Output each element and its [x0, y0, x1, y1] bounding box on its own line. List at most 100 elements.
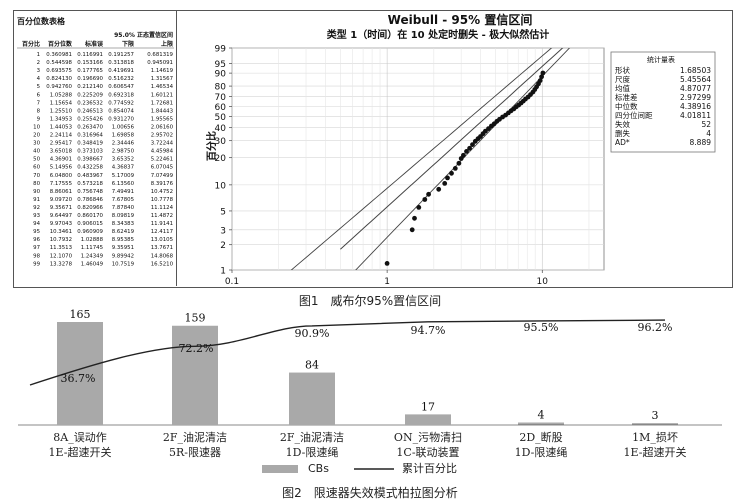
table-cell: 11.3513: [50, 245, 72, 251]
table-cell: 7.17555: [50, 181, 72, 187]
stats-value: 5.45564: [680, 75, 711, 84]
stats-label: 失效: [615, 119, 630, 129]
pareto-bar: [172, 325, 218, 425]
table-col-header: 下限: [122, 40, 134, 48]
legend-cbs-label: CBs: [308, 462, 329, 475]
table-row: 96 10.7932 1.02888 8.95385 13.0105: [33, 237, 173, 243]
table-cell: 10.3461: [50, 229, 72, 235]
stats-row: 失效 52: [615, 119, 711, 129]
table-cell: 70: [33, 173, 40, 179]
table-cell: 0.960909: [77, 229, 103, 235]
table-cell: 1.11745: [81, 245, 103, 251]
percentile-table-panel: [14, 11, 177, 286]
table-cell: 9: [37, 116, 41, 122]
table-cell: 1.14619: [151, 68, 174, 74]
table-cell: 0.516232: [108, 76, 134, 82]
table-cell: 3: [37, 68, 40, 74]
table-group-header: 95.0% 正态置信区间: [114, 31, 173, 39]
category-line-1: ON_污物清扫: [394, 430, 462, 444]
table-cell: 95: [33, 229, 40, 235]
data-point: [442, 181, 448, 186]
table-cell: 1.15654: [50, 100, 73, 106]
weibull-y-axis-label: 百分比: [205, 131, 218, 161]
stats-box-title: 统计量表: [647, 55, 675, 64]
stats-label: 尺度: [615, 74, 630, 84]
y-tick-label: 2: [220, 241, 226, 251]
cumulative-label: 94.7%: [411, 324, 446, 337]
table-col-header: 标准误: [84, 40, 104, 48]
table-cell: 0.824130: [46, 76, 72, 82]
table-cell: 1.05288: [50, 92, 73, 98]
table-cell: 0.544598: [46, 60, 72, 66]
pareto-bar: [518, 422, 564, 425]
pareto-bar-label: 4: [538, 409, 545, 422]
category-line-1: 1M_损坏: [632, 430, 678, 444]
y-tick-label: 90: [215, 70, 227, 80]
table-row: 40 3.65018 0.373103 2.98750 4.45984: [33, 149, 173, 155]
table-cell: 7.49491: [112, 189, 134, 195]
table-cell: 0.573218: [77, 181, 103, 187]
table-cell: 96: [33, 237, 40, 243]
table-row: 93 9.64497 0.860170 8.09819 11.4872: [33, 213, 173, 219]
table-cell: 13.3278: [50, 261, 73, 267]
y-tick-label: 40: [215, 124, 227, 134]
table-cell: 0.212140: [77, 84, 103, 90]
stats-label: 标准差: [615, 92, 638, 102]
stats-value: 1.68503: [680, 66, 711, 75]
table-cell: 7.07499: [151, 173, 174, 179]
table-cell: 11.1124: [151, 205, 174, 211]
table-row: 7 1.15654 0.236532 0.774592 1.72681: [37, 100, 173, 106]
table-cell: 12.4117: [151, 229, 173, 235]
pareto-bar-label: 3: [652, 409, 659, 422]
stats-label: 均值: [615, 83, 630, 93]
confidence-bound-lower: [290, 48, 553, 270]
table-cell: 0.373103: [77, 149, 103, 155]
category-line-2: 1E-超速开关: [49, 445, 112, 459]
table-cell: 4.45984: [151, 149, 174, 155]
table-cell: 20: [33, 133, 40, 139]
x-tick-label: 0.1: [225, 277, 239, 287]
y-tick-label: 50: [215, 113, 227, 123]
table-cell: 0.196690: [77, 76, 103, 82]
table-cell: 3.65018: [50, 149, 73, 155]
table-cell: 5: [37, 84, 40, 90]
table-cell: 50: [33, 157, 40, 163]
table-cell: 10: [33, 124, 40, 130]
table-row: 91 9.09720 0.786846 7.67805 10.7778: [33, 197, 173, 203]
table-cell: 1.44053: [50, 124, 72, 130]
cumulative-label: 36.7%: [61, 372, 96, 385]
table-cell: 6: [37, 92, 41, 98]
table-cell: 92: [33, 205, 40, 211]
table-cell: 0.906015: [77, 221, 103, 227]
table-row: 70 6.04800 0.483967 5.17009 7.07499: [33, 173, 173, 179]
y-tick-label: 5: [220, 207, 226, 217]
table-cell: 91: [33, 197, 40, 203]
table-row: 10 1.44053 0.263470 1.00656 2.06160: [33, 124, 173, 130]
table-cell: 94: [33, 221, 40, 227]
table-cell: 98: [33, 253, 40, 259]
table-row: 20 2.24114 0.316964 1.69858 2.95702: [33, 133, 173, 139]
table-row: 90 8.86061 0.756748 7.49491 10.4752: [33, 189, 173, 195]
stats-value: 4.38916: [680, 102, 711, 111]
data-point: [416, 205, 422, 210]
category-line-2: 5R-限速器: [169, 446, 221, 459]
table-cell: 0.854074: [108, 108, 134, 114]
table-cell: 8.86061: [50, 189, 72, 195]
data-point: [540, 70, 546, 76]
table-cell: 4: [37, 76, 41, 82]
pareto-bar-label: 84: [305, 359, 319, 372]
cumulative-label: 90.9%: [295, 327, 330, 340]
table-cell: 11.4872: [151, 213, 173, 219]
table-cell: 0.116991: [77, 52, 103, 58]
stats-value: 8.889: [690, 138, 712, 147]
table-cell: 80: [33, 181, 40, 187]
table-col-header: 上限: [161, 40, 173, 48]
table-cell: 0.483967: [77, 173, 103, 179]
table-cell: 1.72681: [151, 100, 173, 106]
table-cell: 1.25510: [50, 108, 73, 114]
table-cell: 0.313818: [108, 60, 134, 66]
y-tick-label: 30: [215, 137, 227, 147]
table-row: 9 1.34953 0.255426 0.931270 1.95565: [37, 116, 173, 122]
category-line-2: 1D-限速绳: [286, 445, 339, 459]
